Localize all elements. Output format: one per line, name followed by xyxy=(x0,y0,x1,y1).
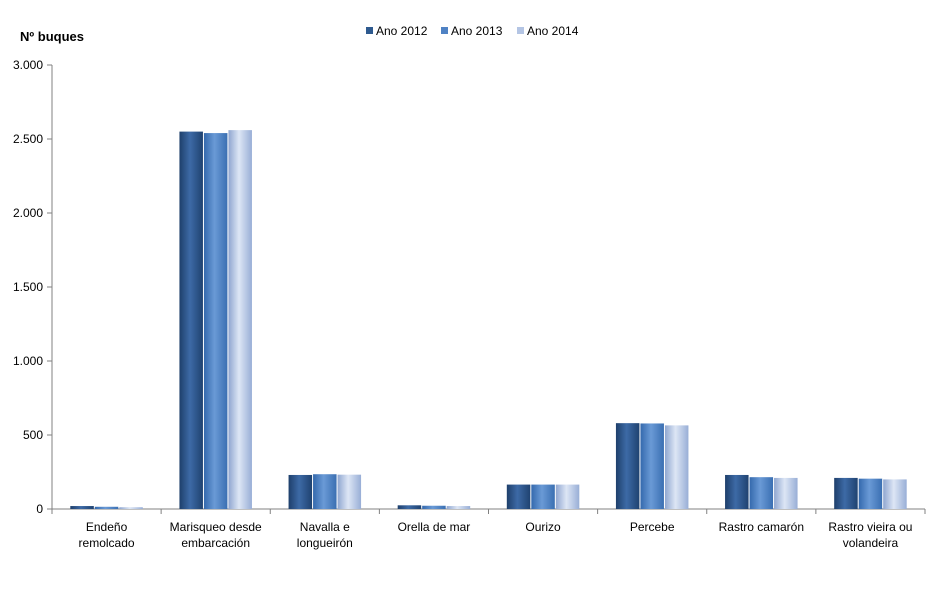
bar-ano-2013 xyxy=(313,474,337,509)
bar-ano-2014 xyxy=(774,477,798,509)
x-category-label: Percebe xyxy=(630,520,675,534)
legend-swatch xyxy=(517,27,524,34)
bar-ano-2013 xyxy=(203,133,228,509)
x-category-label: Rastro vieira ou xyxy=(828,520,912,534)
y-tick-label: 1.500 xyxy=(13,280,43,294)
x-category-label: Orella de mar xyxy=(398,520,471,534)
y-tick-label: 2.000 xyxy=(13,206,43,220)
bar-ano-2012 xyxy=(288,474,313,509)
x-category-label: Endeño xyxy=(86,520,128,534)
bar-ano-2012 xyxy=(615,423,640,509)
x-category-label: Navalla e xyxy=(300,520,350,534)
bar-ano-2012 xyxy=(725,474,749,509)
x-category-label: volandeira xyxy=(843,536,899,550)
y-axis-label: Nº buques xyxy=(20,29,84,44)
bar-ano-2012 xyxy=(179,131,203,509)
legend-label: Ano 2013 xyxy=(451,24,503,38)
y-tick-label: 3.000 xyxy=(13,58,43,72)
y-tick-label: 1.000 xyxy=(13,354,43,368)
y-tick-label: 500 xyxy=(23,428,43,442)
x-category-label: Ourizo xyxy=(525,520,561,534)
bar-ano-2014 xyxy=(883,479,907,509)
legend-swatch xyxy=(366,27,373,34)
bar-ano-2014 xyxy=(446,506,471,509)
x-axis-labels: Endeño remolcado Marisqueo desde embarcació… xyxy=(79,520,913,550)
bar-ano-2013 xyxy=(640,423,664,509)
bar-ano-2014 xyxy=(119,507,143,509)
legend-label: Ano 2012 xyxy=(376,24,428,38)
bar-ano-2013 xyxy=(94,506,119,509)
bar-ano-2014 xyxy=(337,474,362,509)
bar-ano-2012 xyxy=(834,477,858,509)
bar-ano-2014 xyxy=(228,130,252,509)
bar-ano-2012 xyxy=(397,505,422,509)
bar-ano-2013 xyxy=(422,505,446,509)
bar-ano-2013 xyxy=(858,478,883,509)
bar-ano-2012 xyxy=(506,484,531,509)
bar-ano-2013 xyxy=(531,484,555,509)
bar-ano-2012 xyxy=(70,506,94,509)
x-category-label: remolcado xyxy=(79,536,135,550)
y-tick-label: 0 xyxy=(36,502,43,516)
x-category-label: embarcación xyxy=(181,536,250,550)
bar-ano-2014 xyxy=(664,425,689,509)
axes: 0 500 1.000 1.500 2.000 2.500 3.000 xyxy=(13,58,926,516)
x-category-label: longueirón xyxy=(297,536,353,550)
bar-ano-2013 xyxy=(749,477,774,509)
legend-label: Ano 2014 xyxy=(527,24,579,38)
legend: Ano 2012 Ano 2013 Ano 2014 xyxy=(366,24,579,38)
legend-swatch xyxy=(441,27,448,34)
y-tick-label: 2.500 xyxy=(13,132,43,146)
x-category-label: Marisqueo desde xyxy=(170,520,262,534)
bar-ano-2014 xyxy=(555,484,580,509)
x-category-label: Rastro camarón xyxy=(719,520,804,534)
bars xyxy=(70,130,907,509)
